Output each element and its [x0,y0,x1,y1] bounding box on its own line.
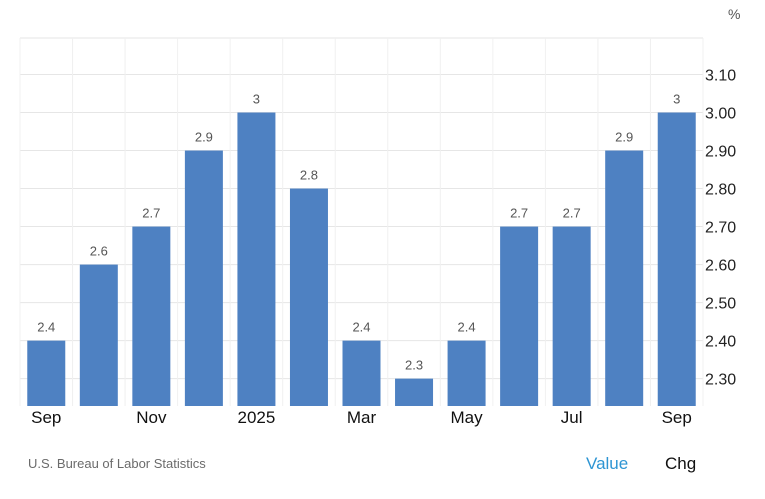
data-label: 2.7 [142,206,160,221]
x-tick-label: Jul [561,408,583,427]
y-tick-label: 2.90 [705,144,736,161]
y-tick-label: 2.50 [705,296,736,313]
data-label: 3 [253,92,260,107]
bar [395,378,434,406]
x-tick-label: Sep [662,408,692,427]
bar [552,226,591,406]
bar [237,112,276,407]
y-tick-label: 3.10 [705,67,736,84]
x-tick-label: Nov [136,408,167,427]
bar [605,150,644,406]
bar [342,340,381,406]
tab-value[interactable]: Value [586,454,629,473]
x-tick-label: May [451,408,484,427]
y-tick-label: 2.80 [705,182,736,199]
data-label: 2.7 [563,206,581,221]
y-tick-label: 2.70 [705,220,736,237]
bar [132,226,171,406]
tab-chg[interactable]: Chg [665,454,697,473]
bar-chart: 2.30 2.40 2.50 2.60 2.70 2.80 2.90 3.00 3.10 2.4 S… [19,37,736,427]
data-label: 2.4 [37,320,55,335]
bar [184,150,223,406]
data-label: 2.7 [510,206,528,221]
data-label: 2.9 [195,130,213,145]
y-tick-label: 2.60 [705,258,736,275]
source-label: U.S. Bureau of Labor Statistics [28,456,206,471]
y-tick-label: 2.30 [705,372,736,389]
data-label: 2.8 [300,168,318,183]
unit-label: % [728,6,741,22]
x-tick-label: 2025 [238,408,276,427]
bar [27,340,66,406]
data-label: 3 [673,92,680,107]
data-label: 2.4 [352,320,370,335]
x-tick-label: Sep [31,408,61,427]
y-tick-label: 3.00 [705,106,736,123]
data-label: 2.4 [458,320,476,335]
bar [447,340,486,406]
data-label: 2.3 [405,358,423,373]
data-label: 2.9 [615,130,633,145]
bar [657,112,696,407]
bar [289,188,328,406]
bar [79,264,118,406]
data-label: 2.6 [90,244,108,259]
x-tick-label: Mar [347,408,377,427]
y-tick-label: 2.40 [705,334,736,351]
bar [500,226,539,406]
